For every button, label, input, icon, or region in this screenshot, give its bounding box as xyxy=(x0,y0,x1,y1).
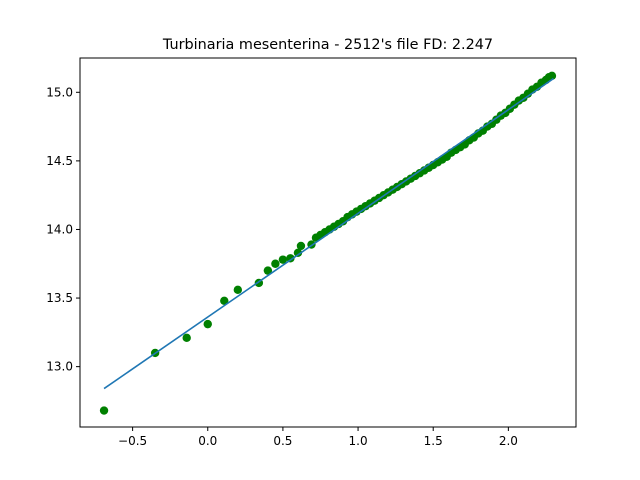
scatter-point xyxy=(233,285,243,295)
x-tick-label: −0.5 xyxy=(118,434,147,448)
x-tick-label: 0.5 xyxy=(273,434,292,448)
y-tick-label: 14.0 xyxy=(46,222,73,236)
x-tick-label: 1.5 xyxy=(424,434,443,448)
scatter-point xyxy=(263,266,273,275)
scatter-point xyxy=(293,248,303,257)
scatter-point xyxy=(278,255,288,264)
y-tick-label: 14.5 xyxy=(46,154,73,168)
scatter-point xyxy=(296,241,306,251)
scatter-point xyxy=(203,319,212,329)
scatter-point xyxy=(99,406,109,415)
scatter-point xyxy=(547,71,557,81)
y-axis: 13.0 13.5 14.0 14.5 15.0 xyxy=(46,85,80,374)
scatter-point xyxy=(220,296,229,305)
y-tick-label: 13.0 xyxy=(46,360,73,374)
scatter-point xyxy=(286,254,295,263)
chart-title: Turbinaria mesenterina - 2512's file FD:… xyxy=(162,37,493,53)
fit-line xyxy=(103,77,554,390)
x-tick-label: 1.0 xyxy=(349,434,368,448)
scatter-point xyxy=(182,333,191,343)
y-tick-label: 13.5 xyxy=(46,291,73,305)
axes-frame xyxy=(79,57,577,428)
scatter-point xyxy=(271,259,280,268)
x-axis: −0.5 0.0 0.5 1.0 1.5 2.0 xyxy=(118,427,518,448)
y-tick-label: 15.0 xyxy=(46,85,73,99)
plot-marks xyxy=(99,71,557,415)
x-tick-label: 0.0 xyxy=(198,434,217,448)
x-tick-label: 2.0 xyxy=(499,434,518,448)
